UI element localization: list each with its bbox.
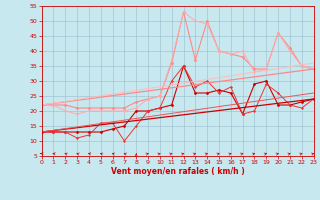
X-axis label: Vent moyen/en rafales ( km/h ): Vent moyen/en rafales ( km/h ) (111, 167, 244, 176)
